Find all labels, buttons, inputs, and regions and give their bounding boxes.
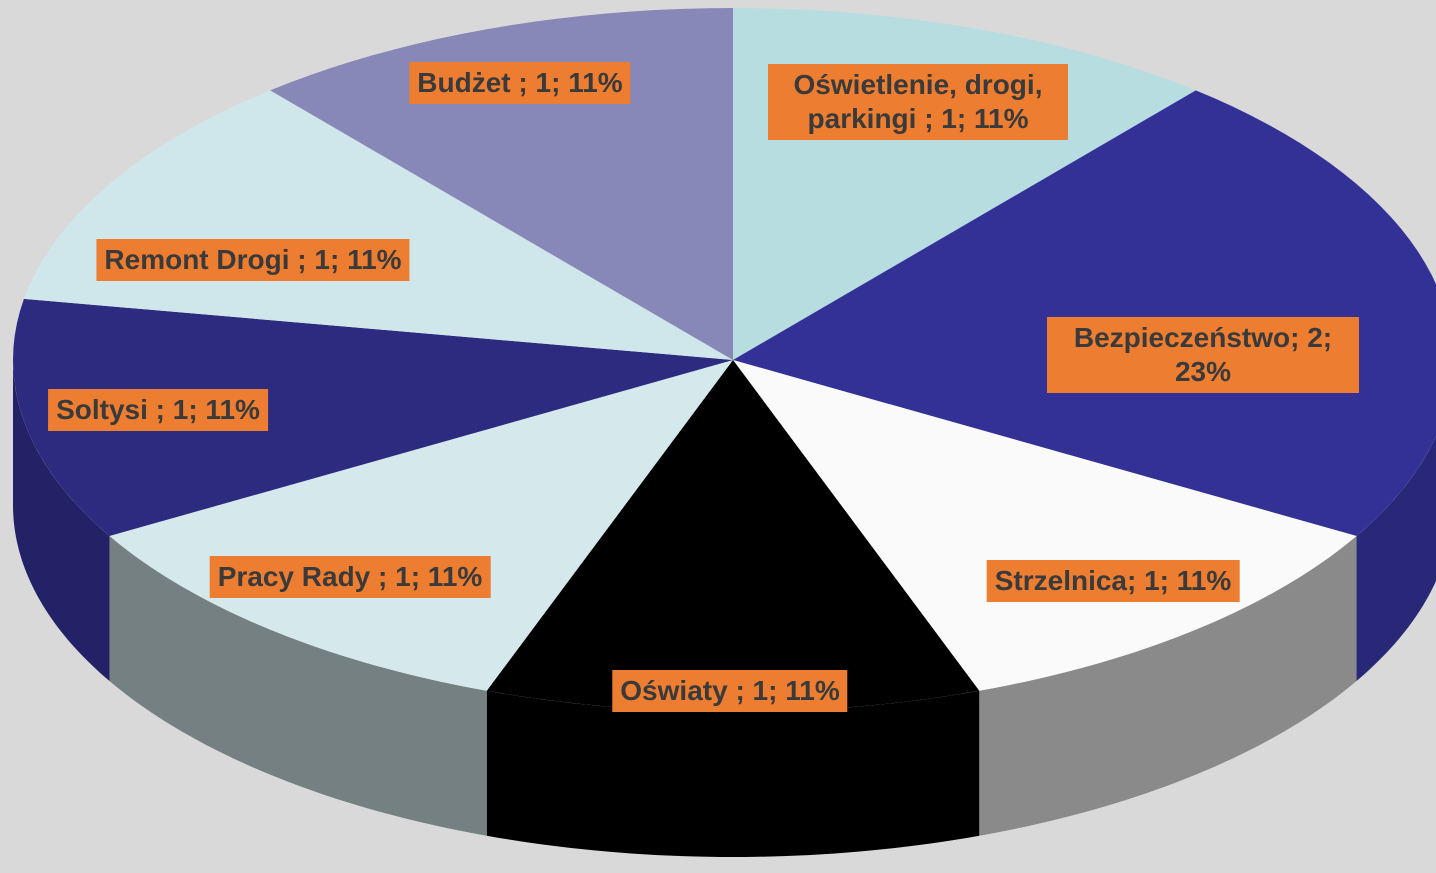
slice — [733, 360, 1357, 691]
data-label: Pracy Rady ; 1; 11% — [209, 556, 491, 598]
slice-side — [1356, 436, 1436, 681]
slice — [23, 90, 734, 360]
slice — [109, 360, 733, 691]
data-label: Bezpieczeństwo; 2; 23% — [1047, 317, 1359, 393]
slice-side — [486, 690, 980, 857]
data-label: Strzelnica; 1; 11% — [986, 560, 1240, 602]
data-label: Oświaty ; 1; 11% — [612, 670, 848, 712]
data-label: Remont Drogi ; 1; 11% — [96, 239, 410, 281]
slice — [486, 360, 980, 712]
slice — [13, 298, 733, 536]
data-label: Oświetlenie, drogi, parkingi ; 1; 11% — [768, 64, 1068, 140]
slice-side — [109, 536, 487, 836]
slice — [733, 90, 1436, 536]
slice-side — [979, 536, 1357, 836]
data-label: Soltysi ; 1; 11% — [48, 389, 268, 431]
data-label: Budżet ; 1; 11% — [409, 62, 631, 104]
slice-side — [13, 360, 110, 681]
